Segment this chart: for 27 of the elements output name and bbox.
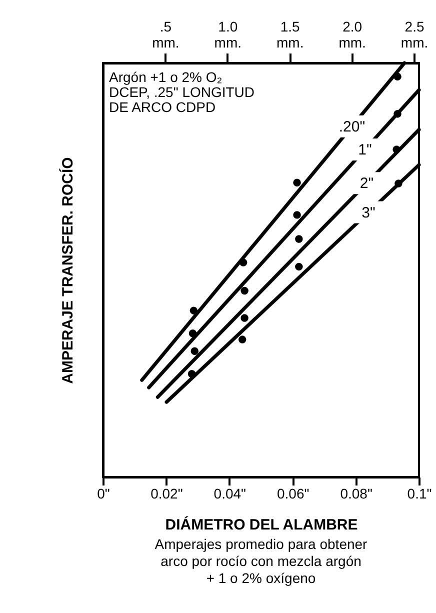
text: Amperajes promedio para obtener arco por rocío con mezcla argón + 1 o 2% oxígeno xyxy=(154,536,368,586)
point xyxy=(240,314,248,322)
x2-tick-label: .5 mm. xyxy=(152,18,180,50)
series-label: 2" xyxy=(360,175,374,192)
point xyxy=(293,178,301,187)
series-label: 1" xyxy=(358,141,372,158)
x2-tick-label: 2.5 mm. xyxy=(400,18,428,50)
x2-tick-label: 2.0 mm. xyxy=(338,18,366,50)
x-tick-label: 0" xyxy=(97,486,110,502)
y-axis-title: AMPERAJE TRANSFER. ROCÍO xyxy=(58,156,76,384)
series-label: 3" xyxy=(362,204,376,222)
point xyxy=(295,262,303,271)
point xyxy=(295,235,303,243)
x-tick-label: 0.08" xyxy=(340,486,372,502)
annotation: Argón +1 o 2% O₂ DCEP, .25" LONGITUD DE ARCO CDPD xyxy=(109,69,255,115)
point xyxy=(190,347,199,356)
x-tick-label: 0.04" xyxy=(214,486,246,502)
point xyxy=(238,336,246,344)
x2-tick-label: 1.0 mm. xyxy=(214,18,242,50)
x-tick-label: 0.02" xyxy=(150,486,183,502)
point xyxy=(240,286,248,295)
x-axis-title: DIÁMETRO DEL ALAMBRE xyxy=(165,516,358,534)
point xyxy=(293,211,301,219)
x-tick-label: 0.1" xyxy=(407,486,432,502)
series-label: .20" xyxy=(338,118,366,136)
x-tick-label: 0.06" xyxy=(276,486,310,502)
x2-tick-label: 1.5 mm. xyxy=(276,18,304,50)
